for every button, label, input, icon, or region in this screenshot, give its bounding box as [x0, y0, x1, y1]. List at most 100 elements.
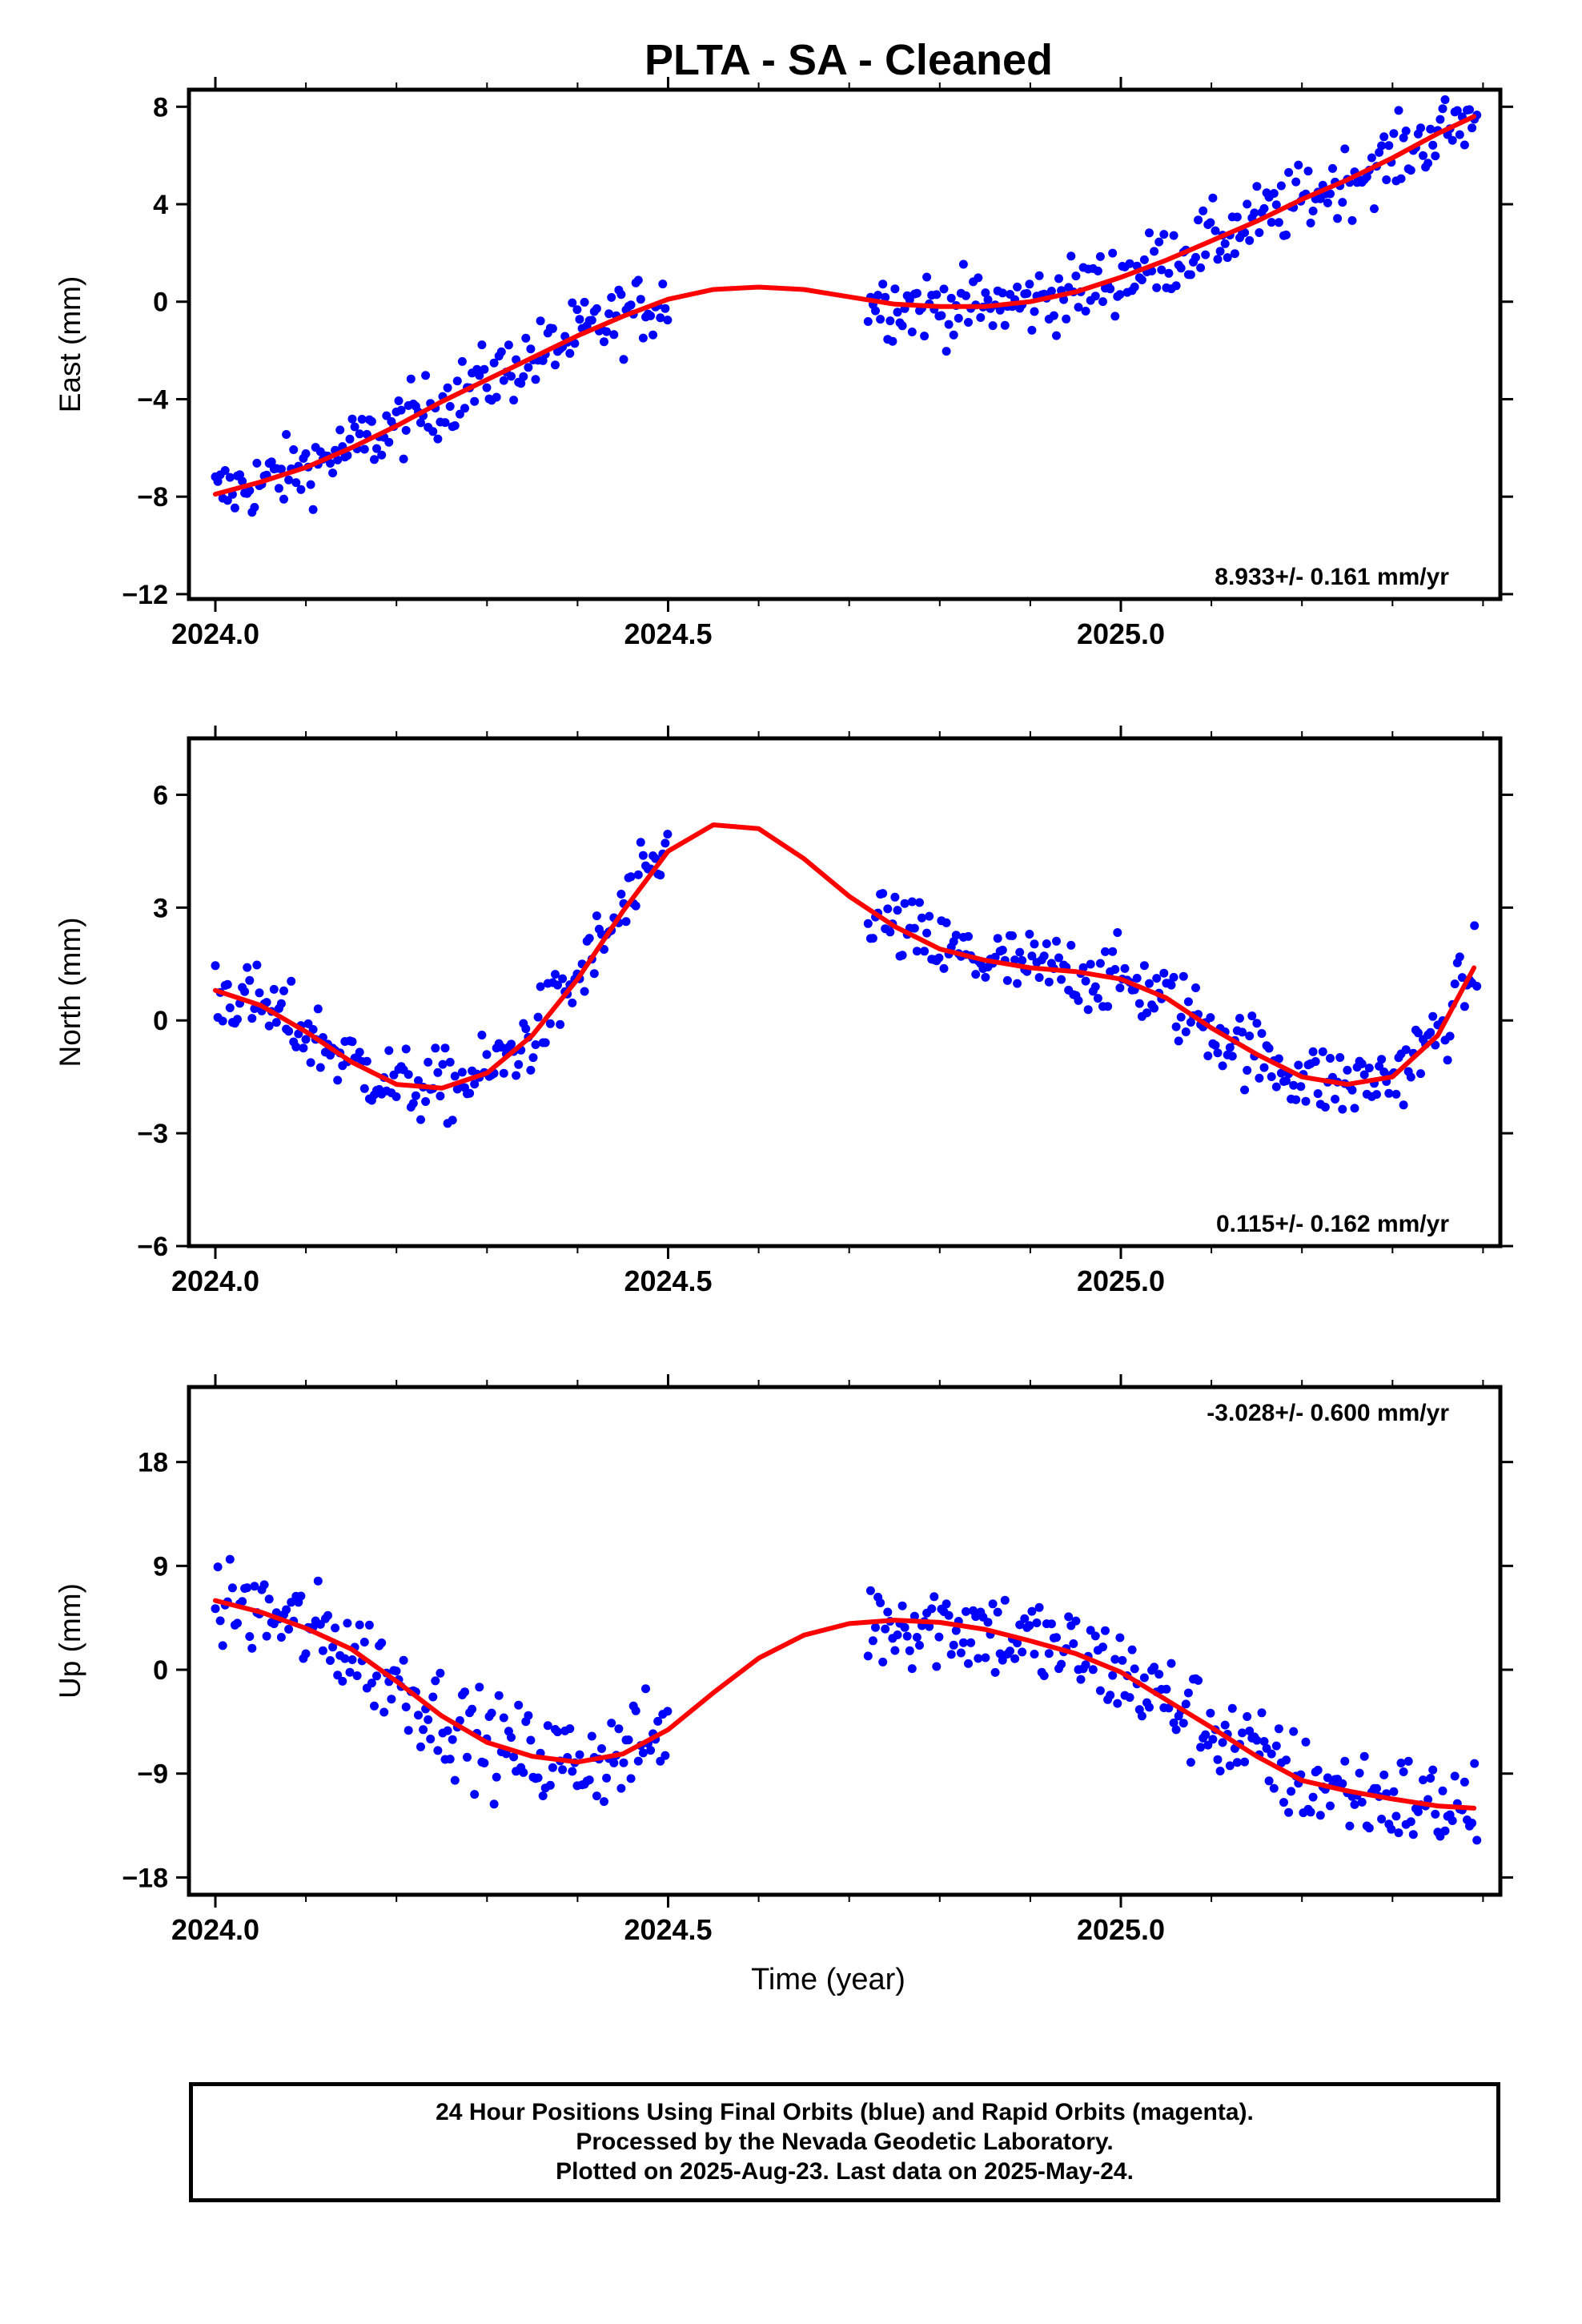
data-point	[406, 374, 416, 384]
data-point	[988, 321, 998, 331]
data-point	[536, 316, 545, 326]
data-point	[1447, 135, 1457, 145]
data-point	[912, 947, 921, 956]
data-point	[294, 1029, 303, 1039]
data-point	[1468, 1819, 1477, 1827]
data-point	[233, 1618, 242, 1628]
data-point	[452, 376, 462, 386]
data-point	[1431, 151, 1440, 161]
data-point	[1445, 1031, 1455, 1041]
data-point	[507, 372, 516, 381]
data-point	[213, 1562, 223, 1572]
data-point	[355, 1047, 364, 1057]
data-point	[296, 1591, 306, 1601]
data-point	[942, 1599, 951, 1609]
data-point	[1331, 1095, 1340, 1104]
y-tick-label: 0	[153, 1006, 168, 1036]
data-point	[526, 1065, 536, 1075]
data-point	[379, 1707, 389, 1717]
data-point	[878, 889, 888, 899]
data-point	[956, 1648, 966, 1658]
data-point	[558, 1765, 568, 1775]
data-point	[1030, 1650, 1039, 1659]
data-point	[1364, 1063, 1374, 1073]
data-point	[905, 295, 914, 304]
data-point	[1308, 1047, 1318, 1056]
data-point	[1052, 331, 1061, 340]
data-point	[587, 1731, 596, 1741]
data-point	[1183, 997, 1193, 1007]
data-point	[1289, 1080, 1299, 1090]
data-point	[1235, 1014, 1244, 1023]
footer-line-2: Processed by the Nevada Geodetic Laborat…	[576, 2129, 1114, 2155]
data-point	[890, 1646, 900, 1655]
data-point	[282, 430, 291, 439]
data-point	[1340, 1756, 1350, 1766]
data-point	[1220, 1720, 1230, 1730]
data-point	[1196, 1743, 1206, 1752]
data-point	[1364, 1823, 1374, 1833]
data-point	[482, 383, 492, 392]
data-point	[352, 1671, 362, 1680]
data-point	[243, 963, 252, 972]
data-point	[1276, 181, 1286, 191]
data-point	[359, 1084, 369, 1093]
data-point	[1240, 1757, 1250, 1767]
data-point	[284, 1624, 294, 1634]
data-point	[370, 1701, 379, 1711]
data-point	[326, 459, 335, 468]
data-point	[443, 1726, 452, 1735]
rate-annotation: -3.028+/- 0.600 mm/yr	[1207, 1400, 1449, 1426]
data-point	[946, 1650, 956, 1659]
rate-annotation: 8.933+/- 0.161 mm/yr	[1215, 564, 1449, 590]
y-tick-label: −8	[137, 482, 168, 513]
data-point	[1196, 263, 1206, 272]
data-point	[1287, 1787, 1296, 1796]
data-point	[1064, 1612, 1074, 1622]
data-point	[1090, 292, 1100, 301]
data-point	[592, 304, 601, 313]
data-point	[306, 480, 315, 489]
data-point	[1460, 140, 1469, 150]
data-point	[1086, 959, 1095, 969]
data-point	[243, 1583, 252, 1593]
data-point	[1338, 198, 1347, 207]
data-point	[1098, 1642, 1107, 1652]
data-point	[387, 1695, 396, 1704]
data-point	[1225, 1043, 1235, 1052]
data-point	[1318, 1047, 1327, 1056]
data-point	[661, 304, 670, 313]
data-point	[1389, 129, 1399, 139]
data-point	[1013, 282, 1022, 292]
data-point	[1320, 1103, 1330, 1112]
data-point	[1326, 189, 1335, 199]
data-point	[1416, 123, 1425, 133]
data-point	[357, 415, 367, 424]
data-point	[1301, 1737, 1311, 1747]
data-point	[440, 418, 450, 428]
data-point	[250, 1582, 259, 1591]
data-point	[1391, 1089, 1401, 1099]
data-point	[269, 984, 279, 994]
data-point	[245, 486, 255, 495]
data-point	[1274, 218, 1283, 227]
data-point	[1350, 1799, 1359, 1809]
y-tick-label: −18	[122, 1863, 168, 1893]
data-point	[1247, 1011, 1257, 1021]
data-point	[391, 1092, 401, 1101]
data-point	[540, 1038, 550, 1047]
x-tick-label: 2024.5	[624, 1913, 712, 1946]
data-point	[1015, 947, 1025, 957]
data-point	[1413, 1028, 1423, 1038]
data-point	[211, 961, 220, 971]
data-point	[494, 1691, 504, 1700]
data-point	[863, 919, 873, 928]
data-point	[331, 1623, 340, 1633]
data-point	[1066, 251, 1076, 261]
data-point	[470, 1790, 480, 1799]
data-point	[1379, 1068, 1389, 1076]
axes-frame	[187, 736, 1503, 1248]
data-point	[1106, 284, 1115, 294]
data-point	[1213, 1755, 1223, 1764]
data-point	[958, 259, 968, 269]
